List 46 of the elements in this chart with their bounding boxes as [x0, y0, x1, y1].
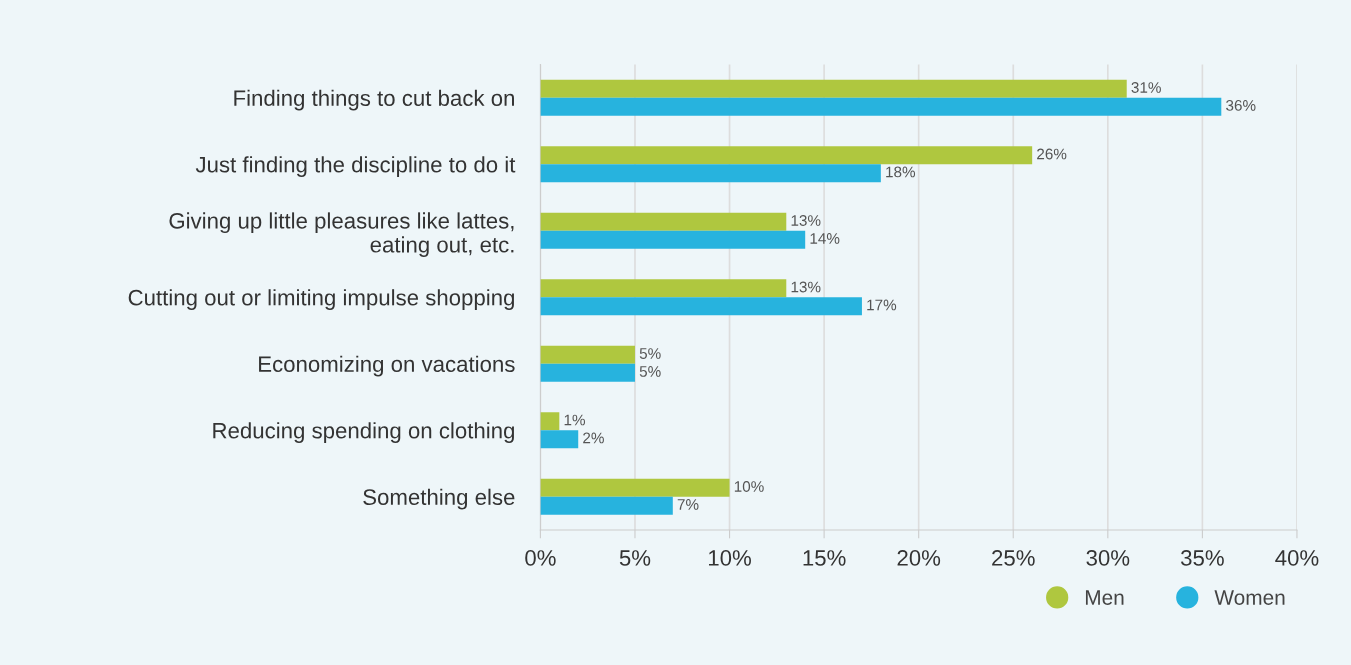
y-tick-label: Cutting out or limiting impulse shopping: [128, 289, 514, 310]
bar: [540, 79, 1127, 98]
data-label: 13%: [791, 215, 821, 226]
data-label: 1%: [564, 414, 586, 426]
x-tick-label: 35%: [1181, 550, 1224, 566]
x-tick-label: 20%: [897, 550, 941, 566]
bar: [540, 164, 881, 183]
bar: [540, 212, 787, 231]
bar: [540, 97, 1222, 116]
data-label: 5%: [639, 348, 661, 359]
x-tick-label: 40%: [1275, 550, 1319, 566]
data-label: 36%: [1226, 100, 1256, 111]
data-label: 26%: [1037, 148, 1067, 160]
data-label: 14%: [810, 233, 840, 244]
y-tick-label: Giving up little pleasures like lattes, eating out, etc.: [169, 212, 514, 257]
bar: [540, 146, 1033, 165]
bar: [540, 478, 730, 497]
legend-label: Men: [1085, 590, 1124, 605]
bar: [540, 496, 673, 515]
y-tick-label: Reducing spending on clothing: [213, 422, 514, 443]
x-tick-label: 0%: [525, 550, 556, 566]
bar: [540, 345, 635, 364]
data-label: 5%: [639, 366, 661, 377]
x-tick-label: 25%: [992, 550, 1035, 566]
bar: [540, 230, 806, 249]
legend-label: Women: [1214, 590, 1285, 605]
data-label: 13%: [791, 281, 821, 293]
x-tick-label: 30%: [1086, 550, 1130, 566]
x-tick-label: 15%: [803, 550, 846, 566]
y-tick-label: Just finding the discipline to do it: [195, 156, 516, 177]
data-label: 10%: [734, 481, 764, 492]
y-tick-label: Something else: [363, 488, 515, 510]
bar: [540, 297, 862, 316]
data-label: 7%: [677, 499, 699, 510]
bar: [540, 363, 635, 382]
y-tick-label: Finding things to cut back on: [234, 89, 514, 111]
data-label: 18%: [886, 166, 916, 178]
data-label: 31%: [1131, 82, 1161, 93]
bar: [540, 412, 560, 431]
x-tick-label: 5%: [619, 550, 651, 566]
bar: [540, 279, 787, 298]
bar: [540, 430, 579, 449]
x-tick-label: 10%: [709, 550, 751, 566]
data-label: 2%: [583, 432, 604, 444]
data-label: 17%: [867, 299, 897, 311]
y-tick-label: Economizing on vacations: [259, 355, 515, 377]
